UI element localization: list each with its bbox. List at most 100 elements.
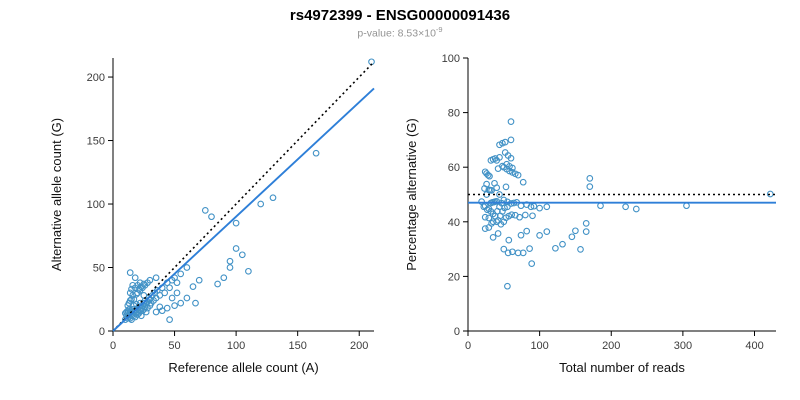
pvalue-subtitle: p-value: 8.53×10-9 [0, 25, 800, 40]
data-point [131, 274, 139, 282]
data-point [183, 294, 191, 302]
data-point [517, 202, 525, 210]
data-point [489, 234, 497, 241]
data-point [161, 289, 169, 297]
data-point [528, 260, 536, 267]
data-point [504, 282, 511, 290]
y-tick-label: 0 [454, 326, 460, 338]
data-point [485, 214, 493, 222]
data-point [568, 233, 576, 241]
data-point [128, 295, 135, 303]
data-point [509, 164, 516, 172]
data-point [121, 309, 129, 317]
data-point [232, 219, 240, 227]
y-tick-label: 100 [442, 53, 460, 65]
data-point [597, 202, 604, 210]
x-axis-title: Total number of reads [559, 360, 685, 375]
data-point [177, 299, 185, 307]
y-tick-label: 40 [448, 217, 460, 229]
data-point [514, 171, 522, 179]
data-point [543, 203, 551, 211]
data-point [140, 280, 148, 288]
x-tick-label: 50 [168, 340, 180, 352]
data-point [483, 170, 490, 177]
y-tick-label: 200 [87, 72, 105, 84]
data-point [183, 264, 191, 271]
data-point [504, 203, 511, 211]
data-point [683, 202, 690, 210]
data-point [133, 290, 140, 298]
y-tick-label: 50 [93, 263, 105, 275]
fit-line [112, 87, 375, 332]
data-point [481, 213, 489, 221]
data-point [220, 274, 228, 282]
data-point [504, 249, 512, 257]
x-tick-label: 300 [674, 340, 692, 352]
x-tick-label: 100 [530, 340, 548, 352]
percentage-alternative-plot: 0 100 200 300 400 0 20 40 60 80 100 Total number of… [404, 53, 776, 375]
data-point [502, 183, 510, 191]
page-title: rs4972399 - ENSG00000091436 [289, 7, 511, 24]
data-point [483, 180, 490, 188]
x-tick-label: 100 [227, 340, 245, 352]
data-point [491, 155, 499, 162]
data-point [192, 299, 199, 307]
data-point [189, 283, 197, 290]
data-point [529, 212, 536, 220]
data-point [496, 191, 503, 198]
x-axis-title: Reference allele count (A) [168, 360, 318, 375]
y-axis-title: Percentage alternative (G) [404, 118, 419, 270]
data-point [559, 240, 566, 248]
data-point [171, 302, 178, 309]
x-tick-label: 400 [745, 340, 763, 352]
data-point [195, 276, 203, 284]
data-point [501, 204, 508, 212]
data-point [156, 303, 164, 311]
data-point [232, 245, 240, 252]
data-point [494, 230, 502, 237]
data-point [214, 280, 221, 288]
data-point [519, 178, 527, 186]
pvalue-text: p-value: 8.53×10 [357, 27, 436, 40]
y-tick-label: 80 [448, 108, 460, 120]
y-tick-label: 100 [87, 199, 105, 211]
data-point [582, 228, 590, 235]
x-tick-label: 0 [465, 340, 471, 352]
data-point [481, 225, 489, 232]
data-point [166, 316, 173, 323]
data-point [582, 220, 590, 227]
data-point [527, 203, 535, 211]
data-point [257, 200, 265, 208]
data-point [152, 274, 160, 282]
data-point [146, 276, 154, 284]
data-point [508, 211, 516, 219]
data-point [501, 138, 509, 146]
data-point [577, 246, 584, 253]
y-tick-label: 20 [448, 271, 460, 283]
data-point [507, 118, 515, 125]
data-point [483, 206, 491, 214]
data-point [126, 289, 134, 297]
data-point [173, 279, 181, 287]
data-point [226, 257, 234, 265]
x-tick-label: 200 [350, 340, 368, 352]
y-tick-label: 0 [99, 326, 105, 338]
allele-count-plot: 0 50 100 150 200 0 50 100 150 200 Reference allele… [49, 58, 375, 375]
data-point [572, 227, 579, 235]
data-point [632, 205, 640, 213]
data-point [481, 168, 489, 176]
data-point [201, 207, 209, 214]
data-point [245, 267, 252, 275]
y-axis-title: Alternative allele count (G) [49, 118, 64, 271]
data-point [488, 187, 495, 194]
data-point [163, 304, 171, 312]
data-point [142, 308, 150, 316]
pvalue-exponent: -9 [435, 25, 443, 34]
data-point [269, 194, 277, 202]
data-point [499, 208, 506, 215]
data-point [126, 297, 134, 304]
data-point [166, 284, 173, 292]
data-point [543, 228, 551, 235]
data-point [516, 213, 523, 221]
